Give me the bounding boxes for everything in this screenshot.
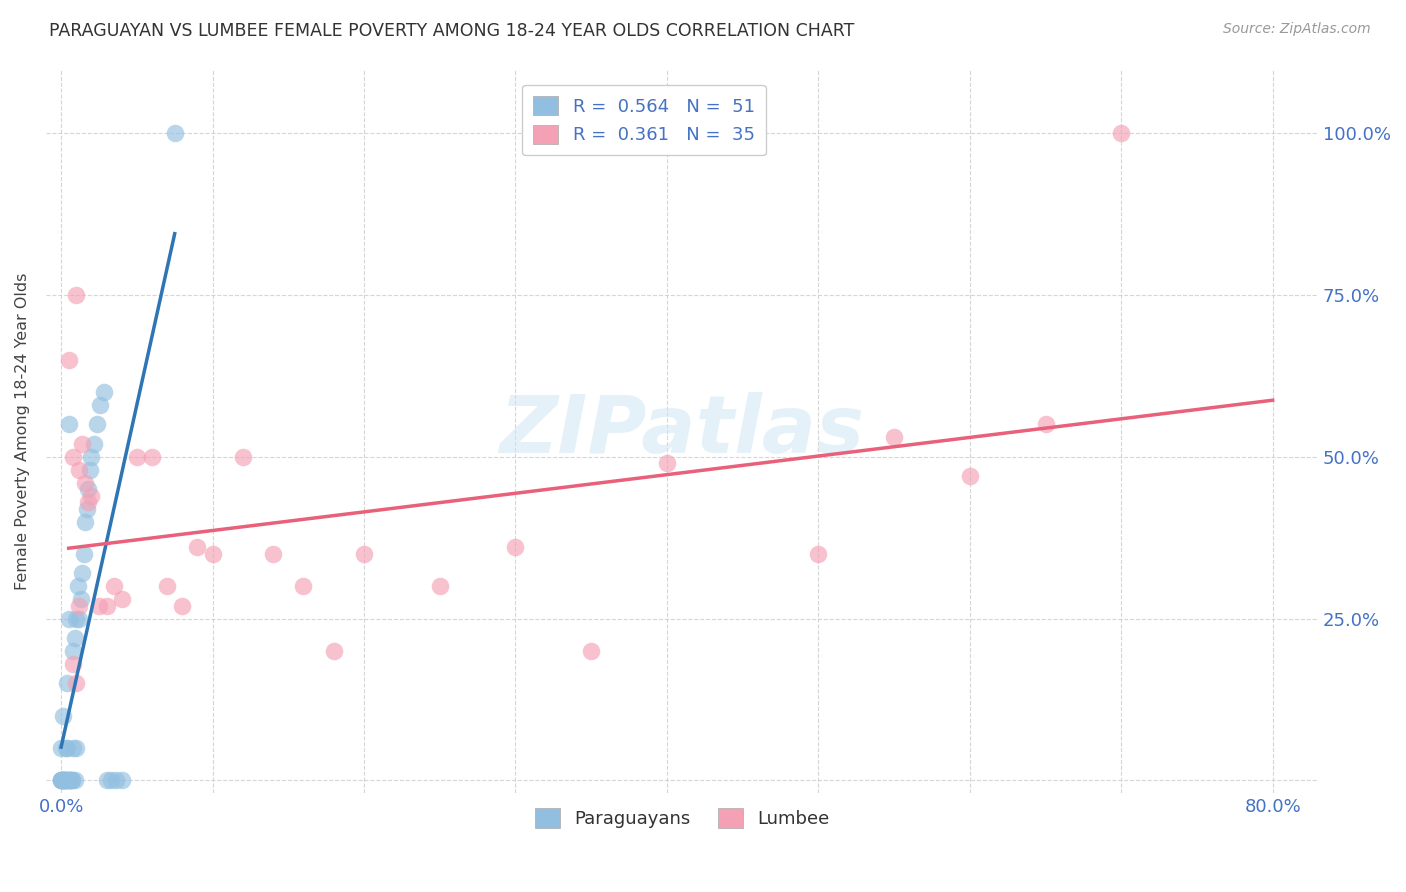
Point xyxy=(67,599,90,613)
Point xyxy=(77,482,100,496)
Point xyxy=(49,773,72,788)
Point xyxy=(93,385,115,400)
Point xyxy=(172,599,194,613)
Point xyxy=(807,547,830,561)
Point xyxy=(579,644,602,658)
Point xyxy=(959,469,981,483)
Point xyxy=(322,644,344,658)
Point xyxy=(201,547,224,561)
Point xyxy=(58,773,80,788)
Point xyxy=(62,741,84,756)
Point xyxy=(353,547,375,561)
Text: PARAGUAYAN VS LUMBEE FEMALE POVERTY AMONG 18-24 YEAR OLDS CORRELATION CHART: PARAGUAYAN VS LUMBEE FEMALE POVERTY AMON… xyxy=(49,22,855,40)
Point xyxy=(49,773,72,788)
Point xyxy=(52,708,75,723)
Point xyxy=(125,450,148,464)
Point xyxy=(62,644,84,658)
Point xyxy=(111,592,134,607)
Point xyxy=(55,773,77,788)
Point xyxy=(67,612,90,626)
Point xyxy=(65,288,87,302)
Point xyxy=(655,456,678,470)
Point xyxy=(1109,126,1132,140)
Point xyxy=(49,773,72,788)
Point xyxy=(53,773,76,788)
Point xyxy=(56,741,79,756)
Point xyxy=(52,773,75,788)
Point xyxy=(65,612,87,626)
Point xyxy=(80,450,103,464)
Point xyxy=(49,773,72,788)
Point xyxy=(156,579,179,593)
Point xyxy=(186,541,208,555)
Point xyxy=(883,430,905,444)
Point xyxy=(72,566,94,581)
Point xyxy=(66,579,89,593)
Point xyxy=(65,676,87,690)
Point xyxy=(65,741,87,756)
Point xyxy=(56,676,79,690)
Legend: Paraguayans, Lumbee: Paraguayans, Lumbee xyxy=(527,801,837,835)
Point xyxy=(52,773,75,788)
Point xyxy=(67,463,90,477)
Text: Source: ZipAtlas.com: Source: ZipAtlas.com xyxy=(1223,22,1371,37)
Point xyxy=(77,495,100,509)
Point xyxy=(60,773,83,788)
Point xyxy=(429,579,451,593)
Point xyxy=(60,773,83,788)
Point xyxy=(163,126,186,140)
Point xyxy=(96,599,118,613)
Point xyxy=(292,579,315,593)
Point xyxy=(59,773,82,788)
Point xyxy=(53,773,76,788)
Point xyxy=(100,773,122,788)
Point xyxy=(55,741,77,756)
Point xyxy=(75,515,97,529)
Point xyxy=(49,741,72,756)
Point xyxy=(55,773,77,788)
Point xyxy=(103,579,125,593)
Point xyxy=(89,398,111,412)
Point xyxy=(141,450,163,464)
Point xyxy=(72,437,94,451)
Point xyxy=(87,599,110,613)
Point xyxy=(62,657,84,671)
Point xyxy=(79,463,101,477)
Point xyxy=(80,489,103,503)
Point xyxy=(96,773,118,788)
Point xyxy=(58,352,80,367)
Text: ZIPatlas: ZIPatlas xyxy=(499,392,865,470)
Point xyxy=(86,417,108,432)
Point xyxy=(76,501,98,516)
Point xyxy=(56,773,79,788)
Point xyxy=(62,450,84,464)
Point xyxy=(58,612,80,626)
Point xyxy=(104,773,127,788)
Point xyxy=(59,773,82,788)
Point xyxy=(75,475,97,490)
Point xyxy=(505,541,527,555)
Point xyxy=(58,417,80,432)
Point xyxy=(58,773,80,788)
Point xyxy=(52,773,75,788)
Point xyxy=(69,592,91,607)
Y-axis label: Female Poverty Among 18-24 Year Olds: Female Poverty Among 18-24 Year Olds xyxy=(15,272,30,590)
Point xyxy=(83,437,105,451)
Point xyxy=(63,631,86,645)
Point xyxy=(1035,417,1057,432)
Point xyxy=(73,547,96,561)
Point xyxy=(111,773,134,788)
Point xyxy=(53,773,76,788)
Point xyxy=(63,773,86,788)
Point xyxy=(262,547,284,561)
Point xyxy=(232,450,254,464)
